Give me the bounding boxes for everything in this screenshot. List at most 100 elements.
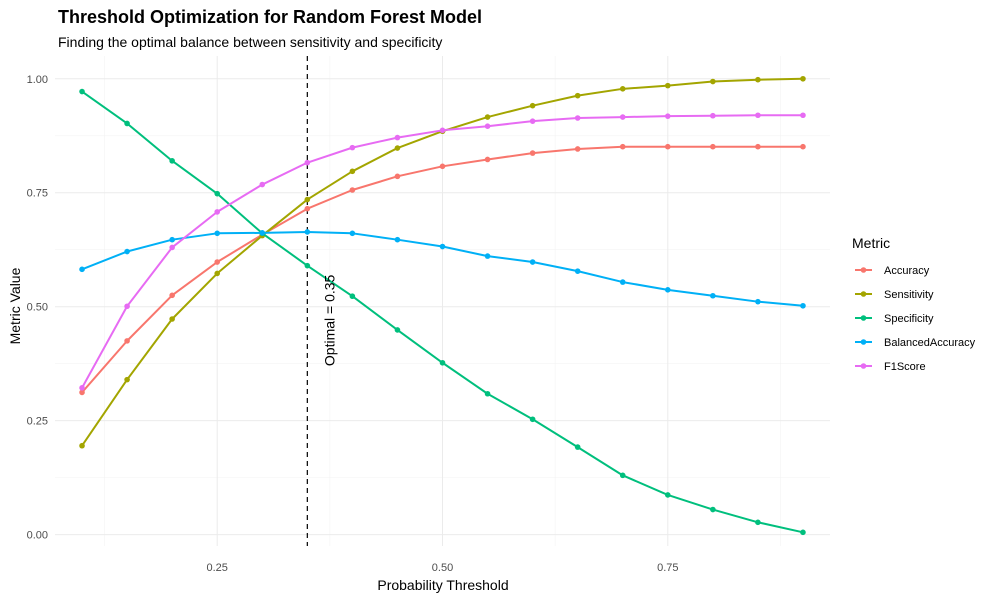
point-balancedaccuracy — [574, 268, 581, 274]
legend-key-point-f1score — [860, 363, 867, 369]
y-tick-label: 0.25 — [27, 416, 48, 428]
point-sensitivity — [710, 78, 716, 85]
point-specificity — [664, 492, 671, 498]
point-balancedaccuracy — [439, 243, 446, 250]
point-specificity — [169, 158, 175, 164]
point-accuracy — [800, 143, 806, 150]
x-tick-label: 0.50 — [432, 562, 453, 574]
optimal-annotation: Optimal = 0.35 — [321, 274, 337, 366]
point-sensitivity — [79, 442, 85, 449]
point-accuracy — [484, 156, 491, 163]
point-f1score — [394, 134, 401, 141]
y-tick-label: 0.75 — [27, 188, 48, 200]
point-sensitivity — [349, 168, 356, 175]
point-sensitivity — [619, 86, 626, 92]
chart-subtitle: Finding the optimal balance between sens… — [58, 34, 442, 50]
point-accuracy — [169, 292, 175, 299]
legend-label-balancedaccuracy: BalancedAccuracy — [884, 337, 976, 349]
legend-key-point-sensitivity — [860, 291, 867, 297]
point-specificity — [349, 293, 356, 300]
point-accuracy — [214, 259, 221, 265]
point-balancedaccuracy — [755, 298, 761, 305]
point-sensitivity — [169, 316, 175, 322]
point-specificity — [619, 472, 626, 479]
point-f1score — [529, 118, 536, 124]
legend: Metric Accuracy Sensitivity Specificity Bal… — [852, 235, 976, 373]
point-balancedaccuracy — [394, 236, 401, 243]
point-accuracy — [349, 187, 356, 193]
point-sensitivity — [394, 145, 401, 151]
point-balancedaccuracy — [304, 229, 311, 235]
point-f1score — [79, 385, 85, 391]
point-balancedaccuracy — [800, 302, 806, 309]
point-balancedaccuracy — [664, 287, 671, 293]
point-sensitivity — [124, 376, 130, 383]
point-specificity — [439, 359, 446, 366]
point-f1score — [124, 303, 130, 310]
y-axis-title: Metric Value — [7, 267, 23, 344]
legend-label-specificity: Specificity — [884, 313, 934, 325]
point-specificity — [304, 262, 311, 269]
point-balancedaccuracy — [214, 230, 221, 237]
series-group — [79, 75, 806, 536]
point-f1score — [214, 209, 221, 215]
point-f1score — [484, 123, 491, 129]
point-f1score — [755, 112, 761, 119]
annotation-group: Optimal = 0.35 — [321, 274, 337, 366]
point-balancedaccuracy — [79, 266, 85, 273]
point-accuracy — [529, 150, 536, 156]
point-specificity — [484, 390, 491, 397]
point-balancedaccuracy — [529, 259, 536, 265]
point-balancedaccuracy — [169, 236, 175, 243]
point-balancedaccuracy — [259, 230, 266, 236]
point-sensitivity — [529, 102, 536, 109]
point-specificity — [800, 529, 806, 536]
point-accuracy — [79, 389, 85, 396]
point-balancedaccuracy — [619, 279, 626, 285]
point-f1score — [169, 244, 175, 251]
axes-group: 0.25 0.50 0.75 0.00 0.25 0.50 0.75 1.00 — [27, 74, 679, 574]
point-sensitivity — [484, 114, 491, 120]
legend-key-point-accuracy — [860, 267, 867, 273]
point-sensitivity — [664, 82, 671, 89]
point-f1score — [800, 112, 806, 119]
point-specificity — [394, 327, 401, 333]
point-specificity — [529, 416, 536, 423]
point-f1score — [664, 113, 671, 119]
point-balancedaccuracy — [349, 230, 356, 237]
point-accuracy — [574, 146, 581, 152]
point-specificity — [214, 190, 221, 197]
chart-title: Threshold Optimization for Random Forest… — [58, 7, 482, 27]
point-sensitivity — [755, 76, 761, 83]
point-specificity — [574, 444, 581, 450]
point-accuracy — [710, 143, 716, 150]
y-tick-label: 0.00 — [27, 530, 48, 542]
legend-label-f1score: F1Score — [884, 361, 926, 373]
point-specificity — [710, 506, 716, 513]
point-specificity — [79, 88, 85, 95]
legend-key-point-specificity — [860, 315, 867, 321]
x-tick-label: 0.25 — [206, 562, 227, 574]
point-accuracy — [394, 173, 401, 180]
point-f1score — [710, 112, 716, 119]
legend-title: Metric — [852, 235, 890, 251]
point-f1score — [259, 181, 266, 188]
point-sensitivity — [574, 92, 581, 99]
point-balancedaccuracy — [710, 292, 716, 299]
legend-key-point-balancedaccuracy — [860, 339, 867, 345]
point-sensitivity — [214, 270, 221, 277]
point-sensitivity — [800, 75, 806, 82]
point-balancedaccuracy — [124, 248, 130, 255]
y-tick-label: 1.00 — [27, 74, 48, 86]
point-accuracy — [619, 143, 626, 150]
point-balancedaccuracy — [484, 253, 491, 259]
point-f1score — [304, 159, 311, 166]
point-accuracy — [664, 143, 671, 150]
legend-label-accuracy: Accuracy — [884, 265, 930, 277]
point-specificity — [124, 120, 130, 127]
point-accuracy — [304, 205, 311, 212]
point-accuracy — [439, 163, 446, 170]
x-tick-label: 0.75 — [657, 562, 678, 574]
